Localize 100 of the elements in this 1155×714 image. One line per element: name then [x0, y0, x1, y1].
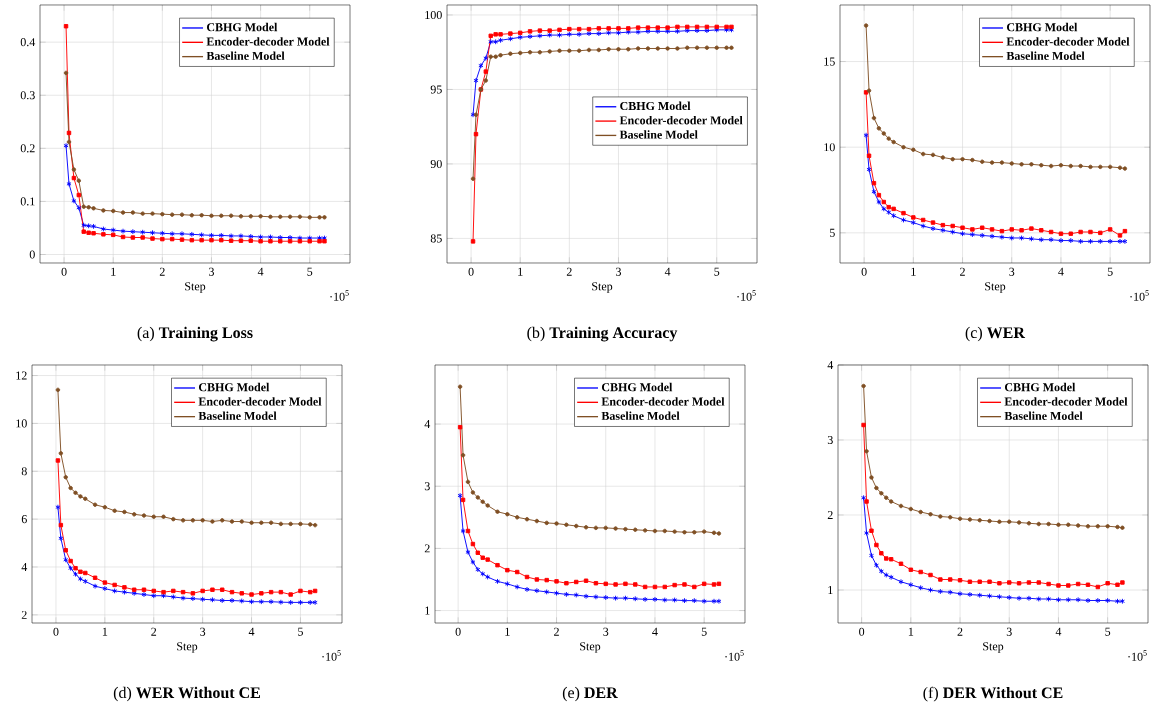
point — [891, 139, 896, 145]
point — [888, 499, 894, 504]
point — [1036, 596, 1042, 602]
point — [169, 236, 175, 242]
y-tick-label: 85 — [430, 234, 442, 243]
point — [498, 37, 504, 44]
point — [1085, 597, 1091, 604]
point — [1046, 581, 1051, 587]
point — [63, 475, 68, 480]
point — [478, 62, 484, 69]
point — [864, 449, 869, 454]
x-tick-label: 3 — [1009, 267, 1015, 276]
point — [633, 527, 638, 532]
point — [160, 236, 165, 242]
x-axis-title: Step — [983, 642, 1004, 653]
point — [287, 214, 293, 220]
point — [210, 587, 215, 592]
point — [101, 208, 106, 213]
point — [514, 569, 520, 575]
point — [987, 579, 992, 584]
point — [950, 223, 955, 229]
point — [593, 525, 599, 531]
x-tick-label: 4 — [664, 267, 671, 276]
point — [259, 591, 264, 596]
point — [219, 213, 224, 218]
point — [92, 583, 98, 590]
point — [1117, 165, 1123, 170]
y-tick-label: 4 — [21, 563, 28, 571]
point — [239, 519, 244, 524]
point — [573, 592, 579, 598]
legend-label: Baseline Model — [206, 51, 285, 60]
point — [209, 596, 215, 603]
point — [938, 514, 943, 519]
point — [930, 220, 936, 225]
point — [1029, 226, 1034, 231]
point — [1088, 229, 1093, 235]
point — [200, 588, 205, 594]
point — [537, 28, 543, 33]
point — [583, 578, 589, 583]
point — [298, 588, 303, 594]
point — [524, 516, 530, 522]
x-tick-label: 5 — [1107, 267, 1113, 276]
point — [876, 126, 882, 131]
point — [879, 491, 884, 496]
point — [81, 204, 86, 209]
point — [662, 597, 668, 603]
point — [1019, 228, 1024, 233]
point — [613, 582, 618, 587]
legend-label: Baseline Model — [198, 411, 277, 420]
x-tick-label: 1 — [518, 267, 523, 276]
point — [488, 33, 493, 39]
point — [989, 233, 995, 240]
x-tick-label: 0 — [861, 267, 867, 276]
y-tick-label: 0.2 — [20, 144, 35, 153]
point — [92, 502, 98, 507]
point — [685, 45, 690, 50]
x-axis-title: Step — [185, 282, 206, 293]
point — [625, 29, 631, 35]
point — [209, 237, 214, 243]
point — [517, 34, 523, 41]
legend-label: Encoder-decoder Model — [601, 397, 725, 406]
point — [537, 32, 543, 39]
point — [460, 528, 466, 534]
point — [130, 235, 136, 240]
point — [701, 598, 707, 605]
point — [563, 591, 569, 598]
point — [200, 596, 206, 603]
y-tick-label: 6 — [21, 515, 27, 524]
point — [308, 589, 313, 595]
point — [58, 522, 64, 528]
point — [1122, 166, 1128, 171]
x-tick-label: 5 — [714, 267, 720, 276]
point — [960, 225, 965, 230]
point — [675, 24, 680, 30]
point — [248, 233, 254, 240]
point — [493, 54, 498, 59]
point — [514, 584, 520, 590]
point — [112, 588, 118, 594]
point — [171, 588, 176, 594]
point — [1085, 582, 1091, 587]
point — [83, 496, 88, 501]
point — [871, 188, 877, 195]
point — [567, 48, 572, 53]
x-tick-label: 1 — [102, 627, 108, 636]
point — [1075, 523, 1081, 528]
point — [997, 581, 1002, 586]
x-tick-label: 3 — [200, 627, 206, 636]
point — [886, 204, 891, 210]
point — [322, 239, 327, 244]
point — [881, 131, 887, 136]
point — [470, 239, 476, 244]
point — [190, 591, 196, 596]
point — [908, 567, 914, 572]
point — [110, 227, 116, 233]
point — [866, 166, 872, 173]
point — [1046, 521, 1051, 527]
point — [130, 228, 136, 235]
point — [277, 234, 283, 241]
x-tick-label: 5 — [1105, 627, 1111, 636]
point — [238, 214, 244, 219]
